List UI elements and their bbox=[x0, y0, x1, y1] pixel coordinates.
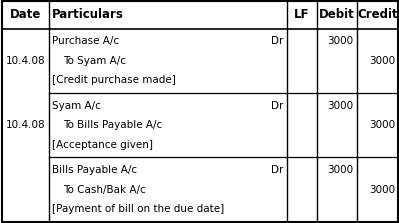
Text: 3000: 3000 bbox=[327, 101, 354, 111]
Text: Dr: Dr bbox=[271, 101, 283, 111]
Text: 3000: 3000 bbox=[327, 165, 354, 175]
Text: 3000: 3000 bbox=[369, 185, 395, 195]
Text: To Syam A/c: To Syam A/c bbox=[63, 56, 126, 66]
Text: 3000: 3000 bbox=[369, 120, 395, 130]
Text: Dr: Dr bbox=[271, 165, 283, 175]
Text: Debit: Debit bbox=[319, 8, 355, 21]
Text: 3000: 3000 bbox=[369, 56, 395, 66]
Text: Credit: Credit bbox=[357, 8, 398, 21]
Text: [Credit purchase made]: [Credit purchase made] bbox=[52, 75, 176, 85]
Text: Particulars: Particulars bbox=[52, 8, 124, 21]
Text: [Payment of bill on the due date]: [Payment of bill on the due date] bbox=[52, 204, 224, 214]
Text: Date: Date bbox=[10, 8, 41, 21]
Text: 3000: 3000 bbox=[327, 36, 354, 46]
Text: 10.4.08: 10.4.08 bbox=[6, 56, 45, 66]
Text: [Acceptance given]: [Acceptance given] bbox=[52, 140, 153, 150]
Text: Syam A/c: Syam A/c bbox=[52, 101, 101, 111]
Text: To Cash/Bak A/c: To Cash/Bak A/c bbox=[63, 185, 146, 195]
Text: To Bills Payable A/c: To Bills Payable A/c bbox=[63, 120, 162, 130]
Text: 10.4.08: 10.4.08 bbox=[6, 120, 45, 130]
Text: Bills Payable A/c: Bills Payable A/c bbox=[52, 165, 137, 175]
Text: Dr: Dr bbox=[271, 36, 283, 46]
Text: LF: LF bbox=[294, 8, 310, 21]
Text: Purchase A/c: Purchase A/c bbox=[52, 36, 119, 46]
